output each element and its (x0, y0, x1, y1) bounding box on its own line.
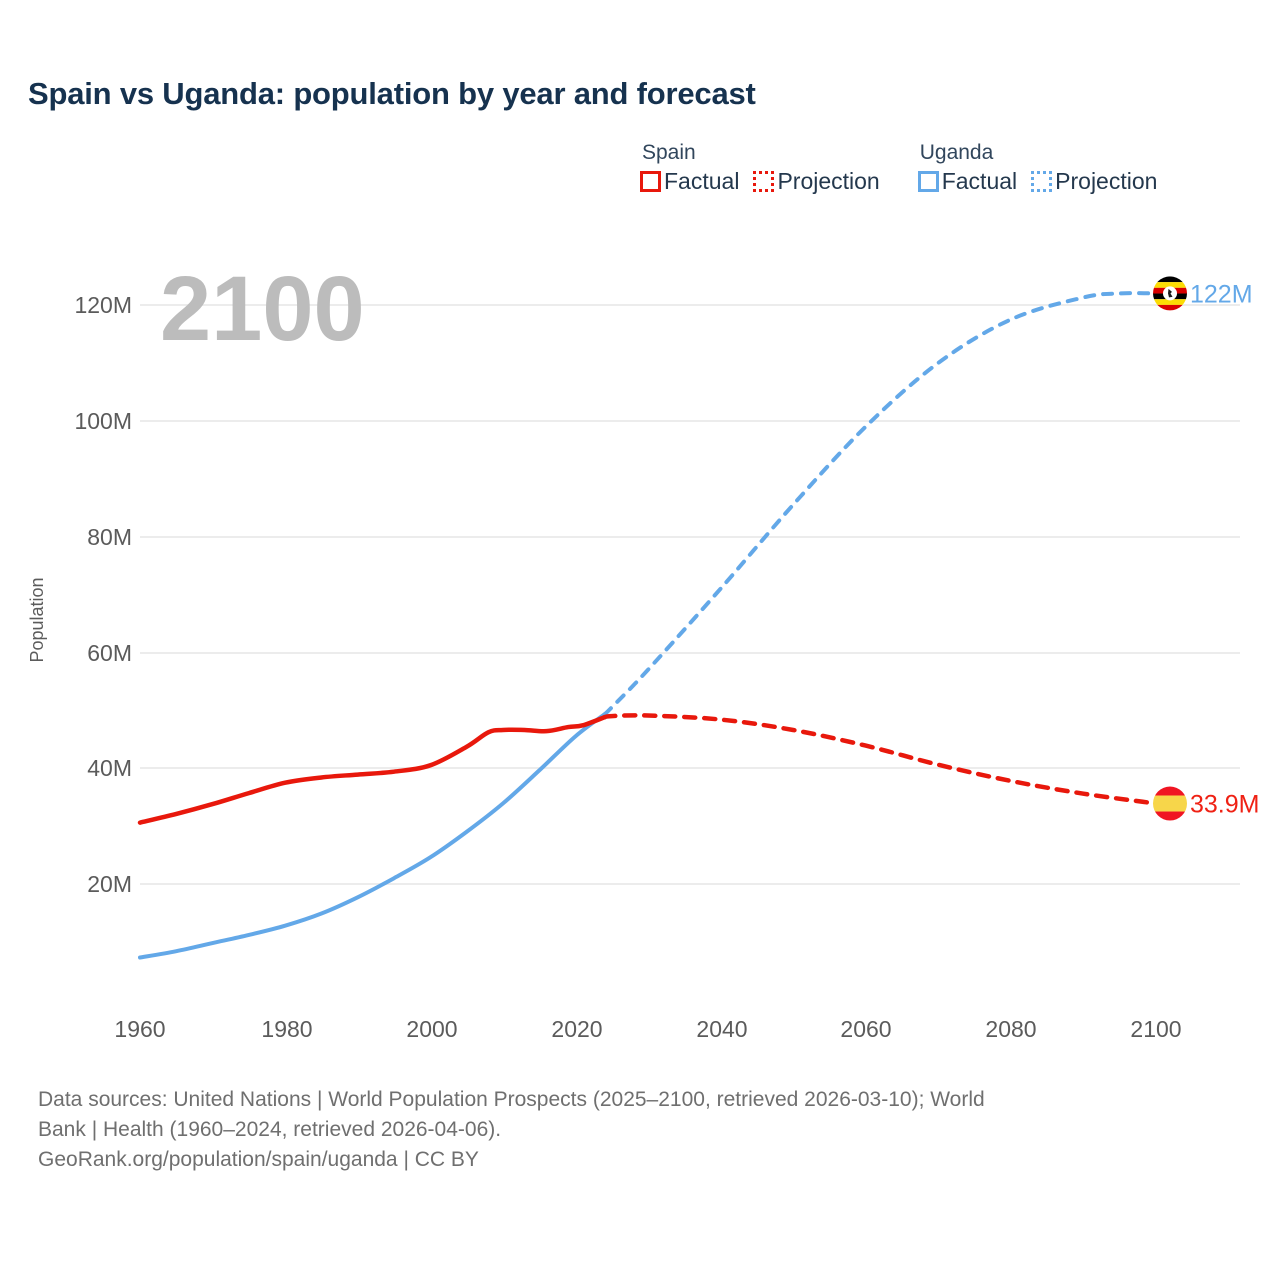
legend-label-spain-factual: Factual (664, 168, 740, 194)
x-tick-label: 2060 (840, 1016, 891, 1042)
legend-label-uganda-projection: Projection (1055, 168, 1158, 194)
spain-flag-marker (1153, 786, 1187, 821)
x-tick-label: 2000 (406, 1016, 457, 1042)
x-axis-ticks: 1960 1980 2000 2020 2040 2060 2080 2100 (114, 1016, 1181, 1042)
series-paths (137, 291, 1159, 960)
uganda-flag-marker (1153, 276, 1187, 311)
legend-item-spain-factual[interactable]: Factual (640, 170, 739, 193)
x-tick-label: 1960 (114, 1016, 165, 1042)
end-label-spain: 33.9M (1190, 791, 1259, 819)
y-axis-ticks: 120M 100M 80M 60M 40M 20M (74, 292, 132, 897)
legend-label-spain-projection: Projection (777, 168, 880, 194)
legend-item-uganda-projection[interactable]: Projection (1031, 170, 1157, 193)
page-title: Spain vs Uganda: population by year and … (28, 76, 756, 111)
chart-legend: Spain Factual Projection Uganda Factual (640, 142, 1157, 193)
legend-swatch-dotted-icon (753, 171, 775, 192)
y-tick-label: 40M (87, 755, 132, 781)
legend-label-uganda-factual: Factual (941, 168, 1018, 194)
footer-line-sources-2: Bank | Health (1960–2024, retrieved 2026… (38, 1117, 502, 1141)
x-tick-label: 2020 (551, 1016, 602, 1042)
watermark-year: 2100 (160, 258, 365, 360)
legend-group-spain: Spain Factual Projection (640, 142, 880, 193)
legend-item-uganda-factual[interactable]: Factual (917, 168, 1018, 194)
gridlines (140, 304, 1240, 885)
x-tick-label: 2080 (985, 1016, 1036, 1042)
x-tick-label: 1980 (261, 1016, 312, 1042)
footer-line-sources-1: Data sources: United Nations | World Pop… (38, 1088, 985, 1111)
y-tick-label: 60M (87, 640, 132, 666)
footer-attribution: Data sources: United Nations | World Pop… (38, 1085, 1248, 1174)
legend-swatch-solid-icon (917, 171, 939, 192)
legend-group-uganda: Uganda Factual Projection (917, 141, 1157, 194)
legend-swatch-dotted-icon (1031, 171, 1053, 192)
y-tick-label: 20M (87, 871, 132, 897)
y-tick-label: 80M (87, 524, 132, 550)
x-tick-label: 2100 (1130, 1016, 1181, 1042)
y-tick-label: 120M (74, 292, 132, 318)
end-label-uganda: 122M (1190, 280, 1253, 308)
series-line-uganda-projection (602, 291, 1158, 717)
y-axis-title: Population (27, 577, 47, 662)
y-tick-label: 100M (74, 408, 132, 434)
legend-items-spain: Factual Projection (640, 170, 880, 193)
legend-swatch-solid-icon (640, 171, 661, 192)
legend-group-title-spain: Spain (642, 141, 696, 164)
x-tick-label: 2040 (696, 1016, 747, 1042)
series-line-spain-projection (602, 713, 1159, 806)
legend-item-spain-projection[interactable]: Projection (753, 168, 880, 194)
legend-items-uganda: Factual Projection (917, 168, 1157, 194)
legend-group-title-uganda: Uganda (919, 141, 994, 164)
series-line-uganda-factual (138, 712, 607, 960)
series-line-spain-factual (137, 715, 607, 825)
chart-svg: 2100 120M 100M 80M 60M 40M 20M Populatio… (27, 258, 1259, 1042)
footer-line-url[interactable]: GeoRank.org/population/spain/uganda | CC… (38, 1147, 479, 1171)
